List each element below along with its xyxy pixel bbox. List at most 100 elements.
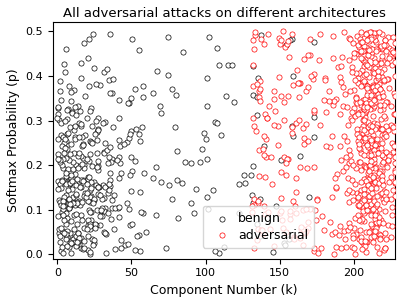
adversarial xyxy=(365,84,372,89)
benign xyxy=(101,119,108,124)
adversarial xyxy=(362,62,368,67)
benign xyxy=(115,98,122,102)
benign xyxy=(63,231,69,236)
adversarial xyxy=(381,208,388,213)
adversarial xyxy=(391,123,397,128)
adversarial xyxy=(367,235,374,240)
adversarial xyxy=(377,44,383,49)
adversarial xyxy=(274,142,280,147)
benign xyxy=(77,185,83,189)
benign xyxy=(70,195,76,199)
adversarial xyxy=(354,76,360,81)
adversarial xyxy=(382,49,388,54)
adversarial xyxy=(311,208,318,213)
adversarial xyxy=(326,145,332,150)
adversarial xyxy=(249,210,255,215)
adversarial xyxy=(388,212,395,217)
benign xyxy=(123,200,130,205)
adversarial xyxy=(345,161,352,166)
adversarial xyxy=(364,200,371,205)
benign xyxy=(288,37,295,42)
adversarial xyxy=(370,68,377,73)
adversarial xyxy=(369,183,375,188)
adversarial xyxy=(310,246,317,251)
adversarial xyxy=(370,120,377,125)
adversarial xyxy=(249,38,255,43)
benign xyxy=(79,199,85,204)
adversarial xyxy=(381,38,387,43)
adversarial xyxy=(363,84,369,89)
benign xyxy=(62,136,68,141)
adversarial xyxy=(351,216,357,220)
benign xyxy=(70,167,76,171)
benign xyxy=(106,32,113,37)
benign xyxy=(106,144,113,149)
adversarial xyxy=(328,195,334,199)
benign xyxy=(87,251,93,256)
benign xyxy=(69,111,75,116)
benign xyxy=(65,174,72,179)
benign xyxy=(65,197,71,202)
benign xyxy=(87,250,93,255)
adversarial xyxy=(369,223,375,228)
adversarial xyxy=(387,234,393,239)
benign xyxy=(63,211,69,216)
adversarial xyxy=(376,87,383,92)
adversarial xyxy=(371,59,377,64)
adversarial xyxy=(385,151,391,156)
adversarial xyxy=(289,83,296,88)
benign xyxy=(128,36,135,41)
adversarial xyxy=(378,168,384,173)
adversarial xyxy=(317,246,323,251)
adversarial xyxy=(389,50,396,54)
adversarial xyxy=(261,111,267,116)
adversarial xyxy=(391,181,397,185)
adversarial xyxy=(357,40,364,45)
adversarial xyxy=(349,236,355,241)
benign xyxy=(65,180,72,185)
adversarial xyxy=(352,165,358,170)
adversarial xyxy=(355,45,362,50)
adversarial xyxy=(257,228,263,233)
adversarial xyxy=(296,118,302,123)
benign xyxy=(253,222,260,227)
adversarial xyxy=(375,29,381,34)
adversarial xyxy=(389,129,396,134)
benign xyxy=(100,150,107,155)
adversarial xyxy=(304,139,310,144)
adversarial xyxy=(380,59,386,64)
adversarial xyxy=(360,138,367,143)
adversarial xyxy=(384,77,390,82)
adversarial xyxy=(268,181,275,186)
benign xyxy=(64,229,70,234)
adversarial xyxy=(270,88,277,93)
benign xyxy=(78,153,84,158)
adversarial xyxy=(391,154,397,159)
adversarial xyxy=(280,155,286,160)
adversarial xyxy=(357,150,363,155)
benign xyxy=(102,206,108,211)
adversarial xyxy=(382,43,388,47)
adversarial xyxy=(353,131,359,136)
benign xyxy=(71,104,78,109)
adversarial xyxy=(372,220,379,225)
benign xyxy=(73,212,79,217)
adversarial xyxy=(362,71,368,76)
adversarial xyxy=(372,40,378,45)
adversarial xyxy=(255,94,262,99)
benign xyxy=(66,196,72,201)
adversarial xyxy=(306,53,313,57)
benign xyxy=(196,160,203,164)
adversarial xyxy=(380,78,387,83)
adversarial xyxy=(370,104,377,109)
benign xyxy=(106,177,113,182)
benign xyxy=(80,179,86,184)
adversarial xyxy=(360,106,366,111)
adversarial xyxy=(367,186,374,191)
adversarial xyxy=(306,207,312,212)
adversarial xyxy=(380,67,386,71)
adversarial xyxy=(378,126,384,131)
adversarial xyxy=(288,125,295,130)
benign xyxy=(79,247,86,252)
benign xyxy=(257,33,264,38)
